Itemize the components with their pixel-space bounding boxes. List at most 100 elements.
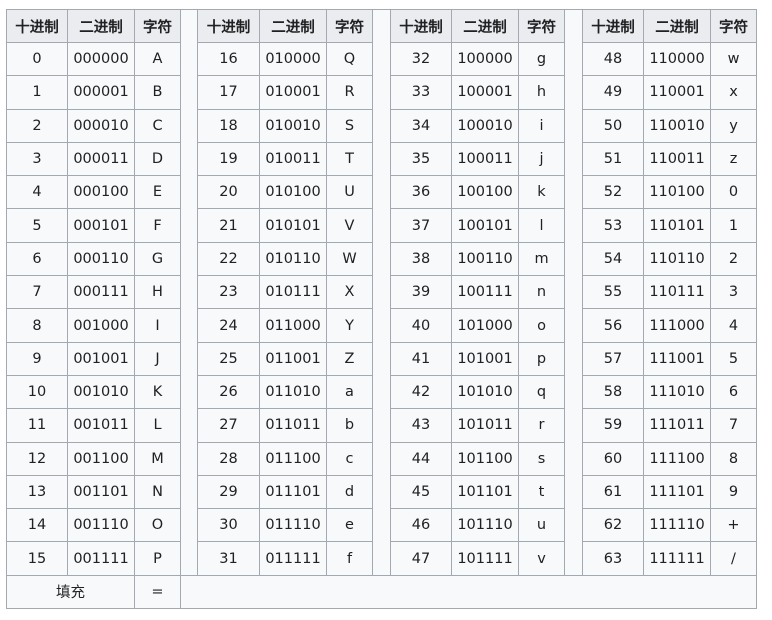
cell-char: G bbox=[134, 241, 181, 277]
header-row: 十进制 二进制 字符 十进制 二进制 字符 十进制 二进制 字符 十进制 二进制 字符 bbox=[6, 9, 757, 576]
cell-decimal: 37 bbox=[390, 208, 452, 243]
header-decimal: 十进制 bbox=[390, 9, 452, 43]
cell-decimal: 11 bbox=[6, 408, 68, 443]
cell-char: j bbox=[518, 141, 565, 177]
cell-binary: 010001 bbox=[259, 75, 327, 110]
header-binary: 二进制 bbox=[643, 9, 711, 43]
cell-char: 1 bbox=[710, 208, 757, 243]
cell-decimal: 53 bbox=[582, 208, 644, 243]
cell-decimal: 51 bbox=[582, 141, 644, 177]
cell-char: K bbox=[134, 374, 181, 410]
cell-binary: 101011 bbox=[451, 408, 519, 443]
cell-binary: 000001 bbox=[67, 75, 135, 110]
cell-decimal: 3 bbox=[6, 141, 68, 177]
cell-char: C bbox=[134, 108, 181, 143]
cell-char: e bbox=[326, 508, 373, 543]
cell-char: I bbox=[134, 308, 181, 343]
cell-binary: 110110 bbox=[643, 241, 711, 277]
cell-binary: 111101 bbox=[643, 474, 711, 510]
cell-decimal: 50 bbox=[582, 108, 644, 143]
padding-char: = bbox=[134, 574, 181, 610]
cell-decimal: 4 bbox=[6, 175, 68, 210]
cell-binary: 011100 bbox=[259, 441, 327, 476]
cell-decimal: 47 bbox=[390, 541, 452, 576]
cell-binary: 111010 bbox=[643, 374, 711, 410]
cell-decimal: 12 bbox=[6, 441, 68, 476]
cell-decimal: 46 bbox=[390, 508, 452, 543]
cell-char: S bbox=[326, 108, 373, 143]
cell-char: h bbox=[518, 75, 565, 110]
cell-binary: 011111 bbox=[259, 541, 327, 576]
cell-binary: 110101 bbox=[643, 208, 711, 243]
cell-binary: 010110 bbox=[259, 241, 327, 277]
cell-decimal: 21 bbox=[197, 208, 260, 243]
cell-decimal: 33 bbox=[390, 75, 452, 110]
cell-char: a bbox=[326, 374, 373, 410]
cell-char: Y bbox=[326, 308, 373, 343]
cell-decimal: 18 bbox=[197, 108, 260, 143]
header-char: 字符 bbox=[518, 9, 565, 43]
cell-char: z bbox=[710, 141, 757, 177]
table-row: 5 000101 F 21 010101 V 37 100101 l 53 110101 1 bbox=[6, 208, 757, 243]
cell-binary: 110010 bbox=[643, 108, 711, 143]
cell-decimal: 6 bbox=[6, 241, 68, 277]
base64-index-table: 十进制 二进制 字符 十进制 二进制 字符 十进制 二进制 字符 十进制 二进制 字符 0 000000 A… bbox=[6, 9, 757, 610]
header-decimal: 十进制 bbox=[6, 9, 68, 43]
table-row: 7 000111 H 23 010111 X 39 100111 n 55 110111 3 bbox=[6, 275, 757, 310]
cell-char: O bbox=[134, 508, 181, 543]
cell-binary: 110111 bbox=[643, 275, 711, 310]
cell-binary: 100100 bbox=[451, 175, 519, 210]
cell-binary: 110011 bbox=[643, 141, 711, 177]
cell-decimal: 17 bbox=[197, 75, 260, 110]
cell-binary: 010000 bbox=[259, 41, 327, 77]
cell-decimal: 28 bbox=[197, 441, 260, 476]
cell-char: o bbox=[518, 308, 565, 343]
cell-char: P bbox=[134, 541, 181, 576]
cell-decimal: 62 bbox=[582, 508, 644, 543]
cell-char: m bbox=[518, 241, 565, 277]
header-decimal: 十进制 bbox=[197, 9, 260, 43]
table-row: 13 001101 N 29 011101 d 45 101101 t 61 111101 9 bbox=[6, 474, 757, 510]
padding-label: 填充 bbox=[6, 574, 135, 610]
cell-decimal: 35 bbox=[390, 141, 452, 177]
cell-char: d bbox=[326, 474, 373, 510]
cell-char: T bbox=[326, 141, 373, 177]
cell-char: u bbox=[518, 508, 565, 543]
cell-decimal: 25 bbox=[197, 341, 260, 376]
cell-binary: 100101 bbox=[451, 208, 519, 243]
cell-decimal: 44 bbox=[390, 441, 452, 476]
cell-binary: 011000 bbox=[259, 308, 327, 343]
cell-char: c bbox=[326, 441, 373, 476]
cell-char: 6 bbox=[710, 374, 757, 410]
cell-char: / bbox=[710, 541, 757, 576]
cell-decimal: 45 bbox=[390, 474, 452, 510]
group-spacer bbox=[372, 9, 391, 576]
cell-char: X bbox=[326, 275, 373, 310]
cell-binary: 110000 bbox=[643, 41, 711, 77]
cell-char: p bbox=[518, 341, 565, 376]
cell-binary: 001100 bbox=[67, 441, 135, 476]
cell-binary: 010010 bbox=[259, 108, 327, 143]
cell-char: M bbox=[134, 441, 181, 476]
cell-binary: 001111 bbox=[67, 541, 135, 576]
cell-decimal: 27 bbox=[197, 408, 260, 443]
cell-char: D bbox=[134, 141, 181, 177]
cell-decimal: 41 bbox=[390, 341, 452, 376]
cell-char: x bbox=[710, 75, 757, 110]
cell-decimal: 60 bbox=[582, 441, 644, 476]
cell-char: r bbox=[518, 408, 565, 443]
cell-binary: 001010 bbox=[67, 374, 135, 410]
cell-char: Z bbox=[326, 341, 373, 376]
cell-binary: 011101 bbox=[259, 474, 327, 510]
table-row: 8 001000 I 24 011000 Y 40 101000 o 56 111000 4 bbox=[6, 308, 757, 343]
cell-binary: 111001 bbox=[643, 341, 711, 376]
cell-decimal: 52 bbox=[582, 175, 644, 210]
cell-char: 4 bbox=[710, 308, 757, 343]
cell-binary: 100110 bbox=[451, 241, 519, 277]
cell-binary: 101111 bbox=[451, 541, 519, 576]
cell-char: n bbox=[518, 275, 565, 310]
header-binary: 二进制 bbox=[67, 9, 135, 43]
cell-char: s bbox=[518, 441, 565, 476]
cell-decimal: 58 bbox=[582, 374, 644, 410]
cell-binary: 101010 bbox=[451, 374, 519, 410]
